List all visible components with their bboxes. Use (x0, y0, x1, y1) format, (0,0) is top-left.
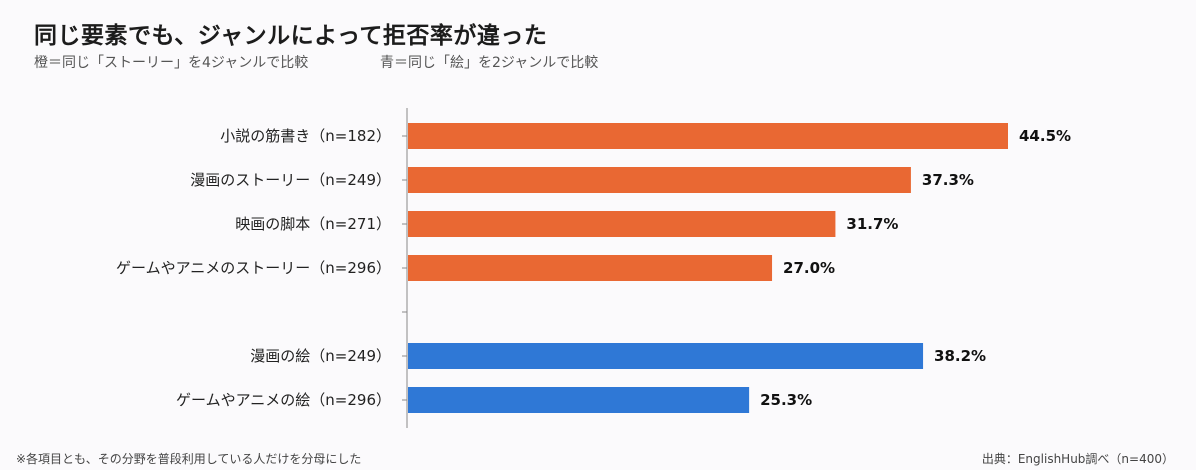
category-label: 漫画のストーリー（n=249） (190, 171, 391, 189)
subtitle-blue-legend: 青＝同じ「絵」を2ジャンルで比較 (380, 55, 599, 71)
value-label: 31.7% (846, 215, 898, 233)
source-note: 出典：EnglishHub調べ（n=400） (981, 452, 1174, 466)
value-label: 37.3% (922, 171, 974, 189)
value-label: 27.0% (783, 259, 835, 277)
bar-3 (408, 255, 773, 281)
subtitle-orange-legend: 橙＝同じ「ストーリー」を4ジャンルで比較 (34, 55, 309, 71)
bar-4 (408, 343, 924, 369)
category-label: 漫画の絵（n=249） (250, 347, 391, 365)
category-label: 映画の脚本（n=271） (235, 215, 391, 233)
category-label: 小説の筋書き（n=182） (220, 127, 391, 145)
bar-2 (408, 211, 836, 237)
value-label: 25.3% (760, 391, 812, 409)
chart-title: 同じ要素でも、ジャンルによって拒否率が違った (34, 23, 548, 49)
bar-5 (408, 387, 750, 413)
value-label: 38.2% (934, 347, 986, 365)
bar-0 (408, 123, 1008, 149)
category-label: ゲームやアニメのストーリー（n=296） (116, 259, 391, 277)
value-label: 44.5% (1019, 127, 1071, 145)
footnote: ※各項目とも、その分野を普段利用している人だけを分母にした (16, 452, 362, 466)
category-label: ゲームやアニメの絵（n=296） (176, 391, 391, 409)
bar-1 (408, 167, 911, 193)
